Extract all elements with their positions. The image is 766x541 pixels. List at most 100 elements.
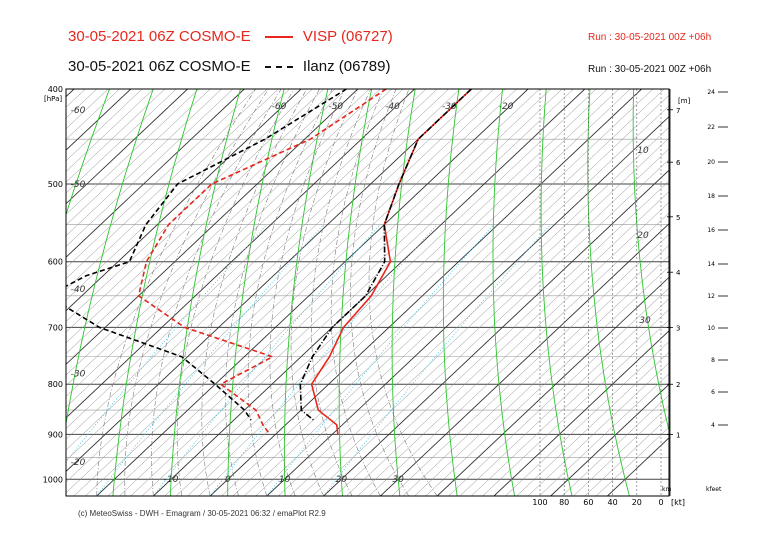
height-kfeet-label: 24 (707, 89, 715, 96)
isotherm-line (66, 89, 359, 365)
dry-adiabat-line (442, 89, 460, 496)
isotherm-line (278, 127, 669, 496)
isotherm-line (448, 287, 669, 496)
isotherm-line (289, 137, 669, 496)
isotherm-line (66, 89, 279, 290)
ilanz-title: 30-05-2021 06Z COSMO-E (68, 58, 251, 75)
temperature-bottom-label: -10 (164, 475, 179, 485)
dry-adiabat-line (587, 89, 630, 496)
isotherm-line (66, 89, 495, 494)
isotherm-line (584, 416, 669, 496)
height-kfeet-unit-label: kfeet (706, 486, 722, 493)
pressure-tick-label: 1000 (43, 475, 63, 484)
isotherm-line (493, 330, 669, 496)
isotherm-line (300, 148, 669, 496)
visp-run-label: Run : 30-05-2021 00Z +06h (588, 32, 712, 43)
isotherm-line (187, 89, 620, 496)
moist-adiabat-line (330, 89, 384, 496)
height-kfeet-label: 10 (707, 325, 715, 332)
isotherm-line (96, 89, 529, 496)
pressure-tick-label: 500 (48, 180, 63, 189)
moist-adiabat-line (201, 89, 308, 496)
plot-background (66, 89, 669, 496)
dry-adiabat-line (169, 89, 241, 496)
isotherm-line (66, 89, 461, 462)
isotherm-line (232, 89, 665, 496)
temperature-left-label: -30 (71, 369, 86, 379)
moist-adiabat-line (350, 89, 410, 496)
ilanz-legend-line (264, 66, 293, 69)
isotherm-line (425, 266, 669, 496)
temperature-left-label: -60 (71, 106, 86, 116)
isotherm-line (436, 276, 669, 496)
isotherm-line (221, 89, 654, 496)
isotherm-line (66, 89, 177, 194)
height-m-unit-label: [m] (678, 97, 691, 105)
moist-adiabat-line (368, 89, 438, 496)
dry-adiabat-line (283, 89, 329, 496)
credit-text: (c) MeteoSwiss - DWH - Emagram / 30-05-2… (78, 509, 326, 518)
isotherm-line (0, 89, 40, 496)
height-km-label: 4 (676, 269, 681, 277)
isotherm-line (66, 89, 154, 172)
height-kfeet-label: 16 (707, 227, 715, 234)
isotherm-line (527, 362, 669, 496)
dry-adiabat-line (66, 89, 154, 427)
isotherm-line (66, 89, 268, 279)
height-km-label: 5 (676, 214, 680, 222)
dry-adiabat-line (391, 89, 416, 496)
moist-adiabat-line (225, 89, 320, 496)
pressure-tick-label: 800 (48, 380, 63, 389)
wind-speed-tick-label: 80 (559, 498, 569, 507)
pressure-tick-label: 700 (48, 323, 63, 332)
height-kfeet-label: 4 (711, 422, 715, 429)
isotherm-line (550, 383, 669, 496)
ilanz-dewpoint-series (66, 89, 347, 421)
ilanz-title-row: 30-05-2021 06Z COSMO-E Ilanz (06789) (68, 58, 390, 75)
isotherm-line (346, 191, 669, 496)
isotherm-line (66, 89, 245, 258)
temperature-left-label: -50 (71, 180, 86, 190)
wind-speed-tick-label: 60 (583, 498, 593, 507)
dry-adiabat-line (632, 89, 669, 433)
height-km-label: 2 (676, 381, 680, 389)
height-km-unit-label: km (662, 486, 671, 493)
isotherm-line (244, 94, 669, 496)
dry-adiabat-line (540, 89, 573, 496)
visp-station-label: VISP (06727) (302, 28, 393, 45)
temperature-top-label: -30 (442, 102, 457, 112)
isotherm-line (66, 89, 393, 397)
isotherm-line (255, 105, 669, 496)
height-kfeet-label: 20 (707, 159, 715, 166)
isotherm-line (209, 89, 642, 496)
mixing-ratio-label: 10 (637, 146, 649, 156)
pressure-tick-label: 600 (48, 258, 63, 267)
dry-adiabat-line (66, 89, 110, 217)
isotherm-line (66, 89, 370, 376)
height-kfeet-label: 22 (707, 124, 715, 131)
isotherm-line (505, 341, 669, 496)
isotherm-line (66, 89, 438, 440)
plot-frame (65, 88, 670, 497)
temperature-left-label: -20 (71, 458, 86, 468)
isotherm-line (414, 255, 669, 496)
moist-adiabat-line (96, 89, 256, 496)
isotherm-line (66, 89, 472, 473)
height-kfeet-label: 8 (711, 357, 715, 364)
pressure-tick-label: 400 (48, 85, 63, 94)
isotherm-line (141, 89, 574, 496)
isotherm-line (402, 244, 669, 496)
mixing-ratio-label: 20 (637, 231, 649, 241)
moist-adiabat-line (124, 89, 269, 496)
isotherm-line (368, 212, 669, 496)
isotherm-line (323, 169, 669, 496)
isotherm-line (516, 351, 669, 496)
isotherm-line (66, 89, 290, 301)
temperature-bottom-label: 20 (336, 475, 348, 485)
isotherm-line (266, 116, 669, 496)
isotherm-line (380, 223, 669, 496)
pressure-unit-label: [hPa] (44, 95, 62, 103)
dry-adiabat-line (492, 89, 516, 496)
height-km-label: 6 (676, 159, 681, 167)
